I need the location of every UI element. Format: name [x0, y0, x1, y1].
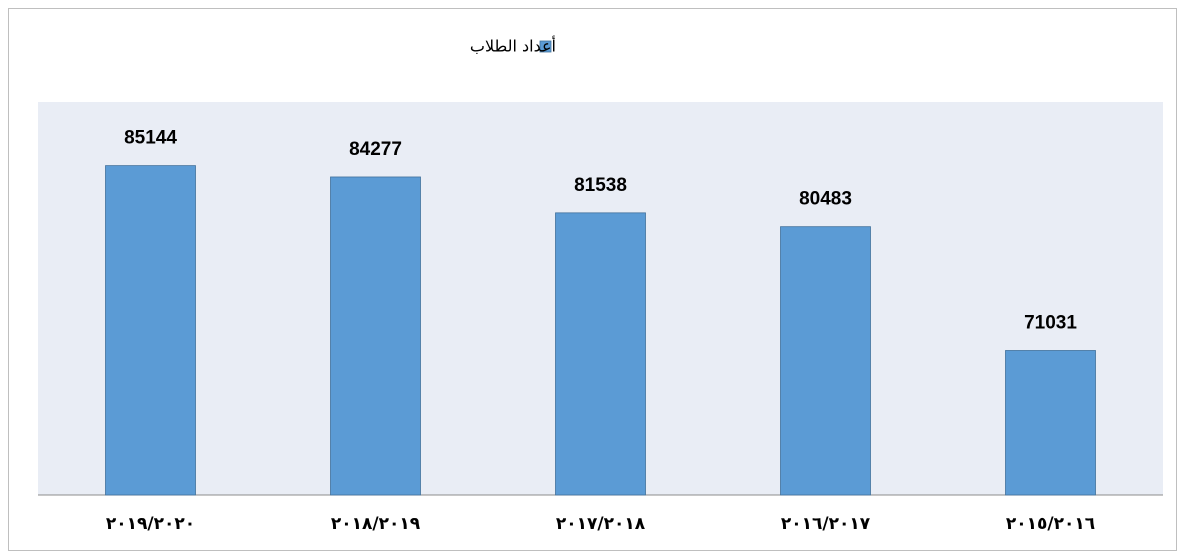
x-tick-label: ٢٠١٨/٢٠١٩: [331, 514, 421, 534]
bar: [1005, 350, 1096, 496]
x-tick-label: ٢٠١٩/٢٠٢٠: [106, 514, 195, 534]
x-tick-label: ٢٠١٥/٢٠١٦: [1006, 514, 1095, 534]
bar: [330, 176, 421, 496]
x-tick-label: ٢٠١٦/٢٠١٧: [781, 514, 871, 534]
data-label: 80483: [799, 189, 852, 210]
bar: [105, 165, 196, 496]
data-label: 71031: [1024, 313, 1077, 334]
bar: [780, 226, 871, 496]
data-label: 84277: [349, 139, 402, 160]
legend-label: أعداد الطلاب: [470, 36, 556, 56]
data-label: 85144: [124, 128, 177, 149]
x-tick-label: ٢٠١٧/٢٠١٨: [556, 514, 646, 534]
legend-swatch: [539, 40, 552, 53]
data-label: 81538: [574, 175, 627, 196]
bar: [555, 212, 646, 496]
